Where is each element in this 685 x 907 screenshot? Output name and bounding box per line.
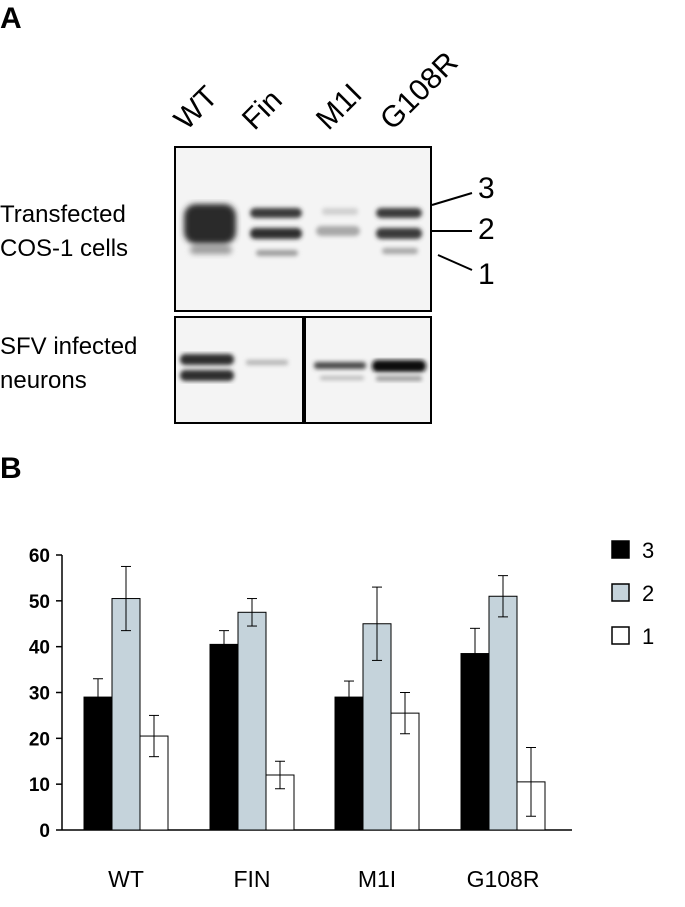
blot1-label: Transfected COS-1 cells [0, 198, 128, 266]
legend-swatch-2 [611, 583, 630, 602]
y-tick-label-2: 20 [29, 729, 50, 750]
blot1-label-line2: COS-1 cells [0, 235, 129, 262]
band-m1i [314, 362, 366, 369]
band-fin-2 [250, 228, 302, 239]
band-fin-1 [256, 250, 298, 256]
blot2-label-line1: SFV infected [0, 333, 138, 360]
y-tick-label-5: 50 [29, 592, 50, 613]
blot1-label-line1: Transfected [0, 201, 126, 228]
band-fin-3 [250, 208, 302, 218]
band-fin [246, 360, 288, 365]
bar-M1I-3 [334, 696, 364, 831]
blot2-left-bands [180, 354, 288, 381]
y-tick-label-0: 0 [39, 821, 50, 842]
legend-label-2: 2 [642, 581, 654, 606]
band-wt-lower [180, 370, 234, 381]
bar-M1I-1 [390, 712, 420, 831]
band-m1i-2 [316, 226, 360, 236]
marker-line-1 [437, 254, 473, 271]
panel-a-letter: A [0, 2, 22, 35]
bar-G108R-3 [460, 653, 490, 831]
bar-G108R-2 [488, 595, 518, 831]
marker-line-3 [431, 192, 473, 206]
western-blot-neurons-left [174, 316, 304, 424]
y-tick-label-4: 40 [29, 638, 50, 659]
band-marker-1: 1 [478, 258, 495, 291]
band-wt-upper [180, 354, 234, 365]
band-wt-low [190, 246, 232, 254]
lane-label-fin: Fin [235, 83, 289, 137]
legend-swatch-1 [611, 626, 630, 645]
y-tick-label-6: 60 [29, 546, 50, 567]
panel-b-letter: B [0, 452, 22, 485]
band-m1i-3 [322, 208, 358, 215]
band-m1i-low [320, 376, 364, 380]
bar-WT-2 [111, 598, 141, 831]
lane-label-m1i: M1I [309, 77, 369, 137]
blot2-label-line2: neurons [0, 367, 87, 394]
bar-FIN-1 [265, 774, 295, 831]
bar-G108R-1 [516, 781, 546, 831]
legend-label-1: 1 [642, 624, 654, 649]
y-tick-label-3: 30 [29, 684, 50, 705]
band-g108r-3 [376, 208, 422, 218]
band-marker-2: 2 [478, 213, 495, 246]
band-wt [184, 204, 236, 244]
band-marker-3: 3 [478, 172, 495, 205]
band-g108r-1 [382, 248, 418, 254]
bar-FIN-3 [209, 643, 239, 831]
band-g108r-low [376, 376, 422, 381]
lane-label-wt: WT [167, 79, 225, 137]
y-tick-label-1: 10 [29, 775, 50, 796]
x-tick-label-0: WT [108, 866, 144, 892]
blot1-bands [184, 204, 422, 256]
bar-WT-1 [139, 735, 169, 831]
x-tick-label-2: M1I [358, 866, 396, 892]
band-g108r [372, 360, 426, 372]
western-blot-neurons-right [304, 316, 432, 424]
bar-FIN-2 [237, 611, 267, 831]
band-g108r-2 [376, 228, 422, 239]
bar-M1I-2 [362, 623, 392, 831]
blot2-right-bands [314, 360, 426, 381]
x-tick-label-1: FIN [233, 866, 270, 892]
blot2-label: SFV infected neurons [0, 330, 137, 398]
bar-WT-3 [83, 696, 113, 831]
lane-label-g108r: G108R [373, 45, 465, 137]
western-blot-cos1 [174, 146, 432, 312]
legend-label-3: 3 [642, 538, 654, 563]
legend-swatch-3 [611, 540, 630, 559]
x-tick-label-3: G108R [467, 866, 540, 892]
